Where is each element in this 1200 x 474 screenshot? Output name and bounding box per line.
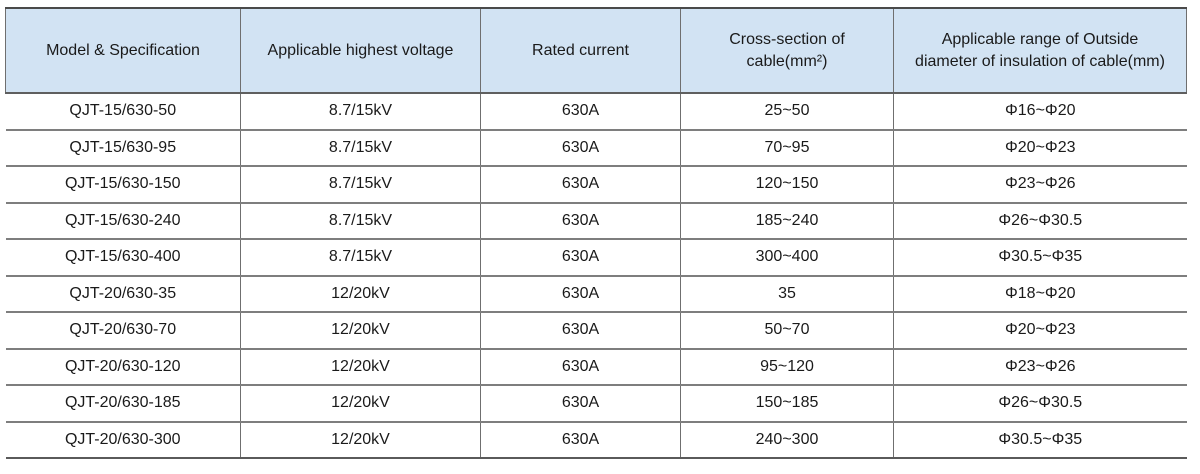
header-insulation-diameter-range: Applicable range of Outside diameter of … [893, 7, 1187, 94]
table-row: QJT-15/630-400 8.7/15kV 630A 300~400 Φ30… [5, 239, 1187, 277]
cell-model: QJT-20/630-70 [5, 312, 241, 350]
cell-current: 630A [480, 312, 681, 350]
cell-voltage: 12/20kV [240, 385, 481, 423]
spec-table: Model & Specification Applicable highest… [5, 7, 1187, 459]
header-rated-current: Rated current [480, 7, 681, 94]
cell-voltage: 8.7/15kV [240, 93, 481, 131]
cell-cross-section: 240~300 [680, 421, 894, 459]
cell-current: 630A [480, 421, 681, 459]
spec-table-container: Model & Specification Applicable highest… [5, 7, 1187, 459]
table-body: QJT-15/630-50 8.7/15kV 630A 25~50 Φ16~Φ2… [5, 93, 1187, 459]
cell-model: QJT-15/630-50 [5, 93, 241, 131]
cell-model: QJT-15/630-400 [5, 239, 241, 277]
cell-cross-section: 185~240 [680, 202, 894, 240]
cell-diameter-range: Φ23~Φ26 [893, 166, 1187, 204]
cell-diameter-range: Φ23~Φ26 [893, 348, 1187, 386]
table-row: QJT-15/630-150 8.7/15kV 630A 120~150 Φ23… [5, 166, 1187, 204]
table-row: QJT-20/630-185 12/20kV 630A 150~185 Φ26~… [5, 385, 1187, 423]
table-row: QJT-20/630-70 12/20kV 630A 50~70 Φ20~Φ23 [5, 312, 1187, 350]
header-row: Model & Specification Applicable highest… [5, 7, 1187, 94]
cell-cross-section: 50~70 [680, 312, 894, 350]
cell-cross-section: 150~185 [680, 385, 894, 423]
table-row: QJT-15/630-50 8.7/15kV 630A 25~50 Φ16~Φ2… [5, 93, 1187, 131]
cell-current: 630A [480, 275, 681, 313]
cell-cross-section: 95~120 [680, 348, 894, 386]
cell-voltage: 12/20kV [240, 312, 481, 350]
cell-current: 630A [480, 166, 681, 204]
cell-diameter-range: Φ26~Φ30.5 [893, 202, 1187, 240]
cell-voltage: 12/20kV [240, 275, 481, 313]
table-row: QJT-20/630-300 12/20kV 630A 240~300 Φ30.… [5, 421, 1187, 459]
cell-model: QJT-15/630-95 [5, 129, 241, 167]
cell-diameter-range: Φ20~Φ23 [893, 312, 1187, 350]
cell-model: QJT-15/630-240 [5, 202, 241, 240]
cell-cross-section: 120~150 [680, 166, 894, 204]
cell-current: 630A [480, 93, 681, 131]
cell-current: 630A [480, 239, 681, 277]
cell-diameter-range: Φ26~Φ30.5 [893, 385, 1187, 423]
cell-cross-section: 35 [680, 275, 894, 313]
cell-diameter-range: Φ30.5~Φ35 [893, 421, 1187, 459]
cell-cross-section: 70~95 [680, 129, 894, 167]
cell-diameter-range: Φ18~Φ20 [893, 275, 1187, 313]
table-row: QJT-20/630-120 12/20kV 630A 95~120 Φ23~Φ… [5, 348, 1187, 386]
cell-model: QJT-20/630-185 [5, 385, 241, 423]
cell-voltage: 8.7/15kV [240, 239, 481, 277]
cell-current: 630A [480, 129, 681, 167]
table-row: QJT-20/630-35 12/20kV 630A 35 Φ18~Φ20 [5, 275, 1187, 313]
cell-voltage: 12/20kV [240, 421, 481, 459]
cell-diameter-range: Φ20~Φ23 [893, 129, 1187, 167]
cell-model: QJT-20/630-35 [5, 275, 241, 313]
cell-current: 630A [480, 348, 681, 386]
header-applicable-highest-voltage: Applicable highest voltage [240, 7, 481, 94]
cell-model: QJT-20/630-300 [5, 421, 241, 459]
table-row: QJT-15/630-240 8.7/15kV 630A 185~240 Φ26… [5, 202, 1187, 240]
cell-diameter-range: Φ16~Φ20 [893, 93, 1187, 131]
cell-voltage: 8.7/15kV [240, 202, 481, 240]
cell-cross-section: 25~50 [680, 93, 894, 131]
cell-voltage: 8.7/15kV [240, 129, 481, 167]
cell-current: 630A [480, 202, 681, 240]
cell-voltage: 8.7/15kV [240, 166, 481, 204]
cell-model: QJT-20/630-120 [5, 348, 241, 386]
cell-diameter-range: Φ30.5~Φ35 [893, 239, 1187, 277]
cell-cross-section: 300~400 [680, 239, 894, 277]
table-row: QJT-15/630-95 8.7/15kV 630A 70~95 Φ20~Φ2… [5, 129, 1187, 167]
cell-current: 630A [480, 385, 681, 423]
header-model-specification: Model & Specification [5, 7, 241, 94]
cell-model: QJT-15/630-150 [5, 166, 241, 204]
header-cable-cross-section: Cross-section of cable(mm²) [680, 7, 894, 94]
cell-voltage: 12/20kV [240, 348, 481, 386]
